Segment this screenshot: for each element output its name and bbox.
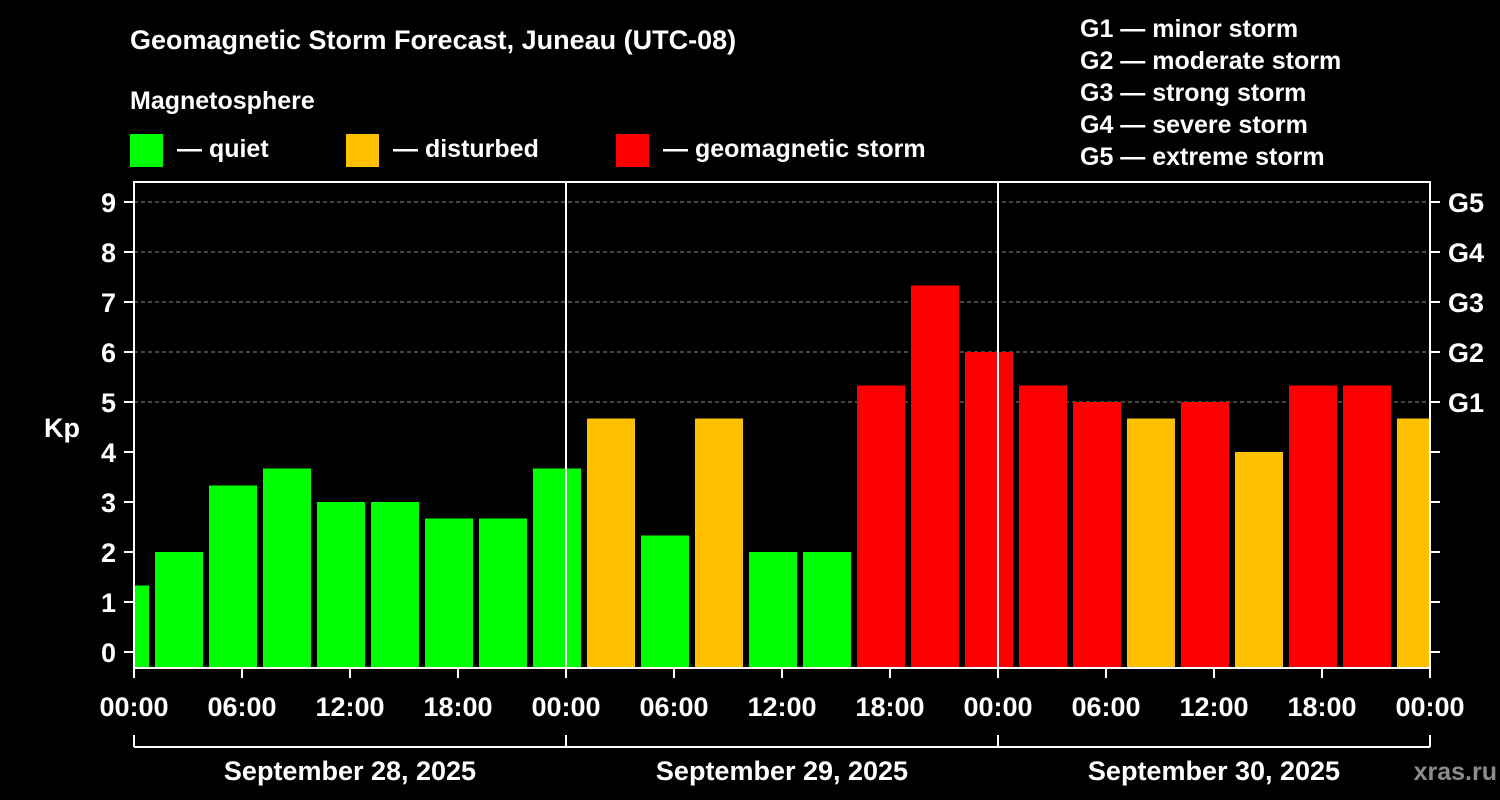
watermark: xras.ru — [1414, 758, 1497, 786]
bar-18 — [1073, 402, 1121, 668]
g-label-g5: G5 — [1448, 188, 1484, 218]
g-label-g3: G3 — [1448, 288, 1484, 318]
bar-4 — [317, 502, 365, 668]
bar-3 — [263, 468, 311, 668]
bar-0 — [135, 585, 149, 668]
x-tick-label-11: 18:00 — [1287, 692, 1356, 722]
y-tick-label-3: 3 — [101, 488, 116, 518]
legend-title: Magnetosphere — [130, 87, 315, 115]
x-tick-label-3: 18:00 — [423, 692, 492, 722]
x-tick-label-7: 18:00 — [855, 692, 924, 722]
scale-g5: G5 — extreme storm — [1080, 143, 1325, 171]
bar-7 — [479, 518, 527, 668]
scale-g1: G1 — minor storm — [1080, 15, 1298, 43]
y-tick-label-1: 1 — [101, 588, 116, 618]
x-tick-label-12: 00:00 — [1395, 692, 1464, 722]
g-label-g1: G1 — [1448, 388, 1484, 418]
x-tick-label-9: 06:00 — [1071, 692, 1140, 722]
y-axis-label: Kp — [44, 413, 80, 443]
bar-19 — [1127, 418, 1175, 668]
x-tick-label-2: 12:00 — [315, 692, 384, 722]
y-tick-label-4: 4 — [101, 438, 116, 468]
bar-8 — [533, 468, 581, 668]
scale-g4: G4 — severe storm — [1080, 111, 1308, 139]
bar-1 — [155, 552, 203, 668]
bar-6 — [425, 518, 473, 668]
g-label-g2: G2 — [1448, 338, 1484, 368]
legend-swatch-storm — [616, 134, 649, 167]
bar-5 — [371, 502, 419, 668]
bar-22 — [1289, 385, 1337, 668]
bar-24 — [1397, 418, 1429, 668]
bar-12 — [749, 552, 797, 668]
y-tick-label-0: 0 — [101, 638, 116, 668]
day-label-1: September 29, 2025 — [656, 756, 908, 786]
bar-16 — [965, 352, 1013, 668]
y-tick-label-7: 7 — [101, 288, 116, 318]
bar-13 — [803, 552, 851, 668]
bars — [135, 285, 1429, 668]
axes: 0 1 2 3 4 5 6 7 8 9 G1 G2 G3 G4 G5 00:00 06:00 12:00 18:00… — [99, 181, 1484, 786]
x-tick-label-5: 06:00 — [639, 692, 708, 722]
day-label-2: September 30, 2025 — [1088, 756, 1340, 786]
legend-swatch-quiet — [130, 134, 163, 167]
x-tick-label-1: 06:00 — [207, 692, 276, 722]
x-tick-label-6: 12:00 — [747, 692, 816, 722]
bar-20 — [1181, 402, 1229, 668]
bar-10 — [641, 535, 689, 668]
bar-14 — [857, 385, 905, 668]
scale-g2: G2 — moderate storm — [1080, 47, 1341, 75]
day-label-0: September 28, 2025 — [224, 756, 476, 786]
y-tick-label-6: 6 — [101, 338, 116, 368]
bar-15 — [911, 285, 959, 668]
legend-label-quiet: — quiet — [177, 135, 269, 163]
x-tick-label-4: 00:00 — [531, 692, 600, 722]
bar-17 — [1019, 385, 1067, 668]
y-tick-label-5: 5 — [101, 388, 116, 418]
x-tick-label-0: 00:00 — [99, 692, 168, 722]
legend-label-storm: — geomagnetic storm — [663, 135, 926, 163]
scale-g3: G3 — strong storm — [1080, 79, 1306, 107]
legend-swatch-disturbed — [346, 134, 379, 167]
y-tick-label-8: 8 — [101, 238, 116, 268]
x-tick-label-10: 12:00 — [1179, 692, 1248, 722]
bar-2 — [209, 485, 257, 668]
bar-9 — [587, 418, 635, 668]
legend-label-disturbed: — disturbed — [393, 135, 539, 163]
bar-23 — [1343, 385, 1391, 668]
bar-21 — [1235, 452, 1283, 668]
x-tick-label-8: 00:00 — [963, 692, 1032, 722]
bar-11 — [695, 418, 743, 668]
y-tick-label-9: 9 — [101, 188, 116, 218]
y-tick-label-2: 2 — [101, 538, 116, 568]
g-label-g4: G4 — [1448, 238, 1484, 268]
chart-title: Geomagnetic Storm Forecast, Juneau (UTC-… — [130, 25, 736, 55]
